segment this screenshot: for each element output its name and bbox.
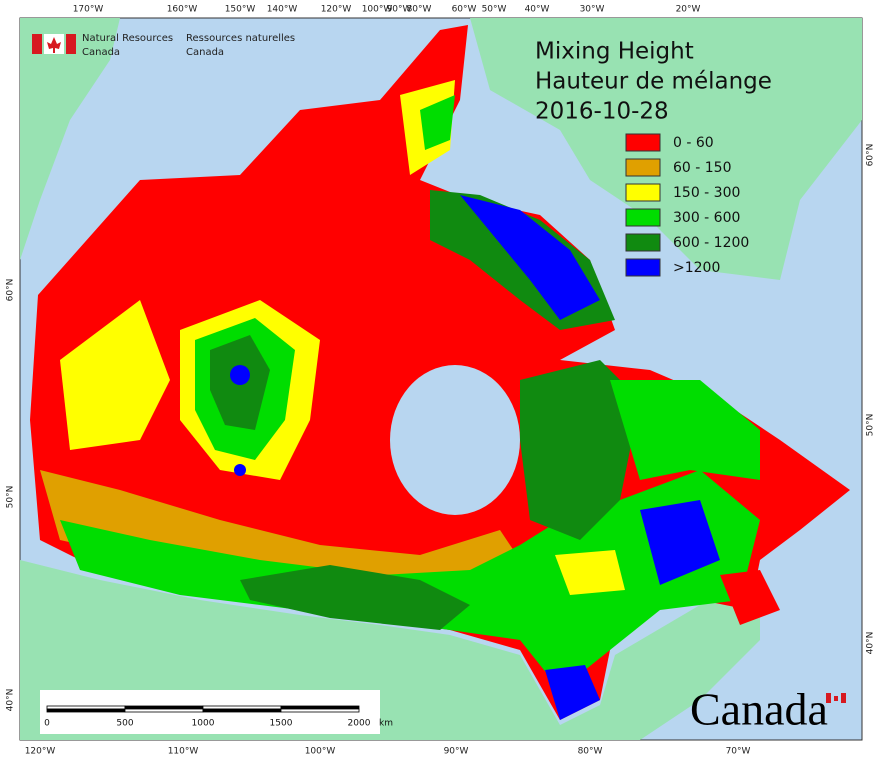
greenland <box>470 18 862 280</box>
scale-segment <box>124 705 204 710</box>
longitude-label: 30°W <box>580 5 605 15</box>
legend-label: 600 - 1200 <box>673 235 749 251</box>
region-yellow-ontario <box>555 550 625 595</box>
scale-segment <box>124 708 204 713</box>
latitude-label: 50°N <box>6 486 16 509</box>
legend-label: >1200 <box>673 260 720 276</box>
scale-segment <box>202 708 282 713</box>
legend-swatch <box>625 258 661 277</box>
legend-swatch <box>625 183 661 202</box>
legend-label: 300 - 600 <box>673 210 740 226</box>
scale-label: 1500 <box>270 719 293 729</box>
longitude-label: 60°W <box>452 5 477 15</box>
scale-segment <box>280 708 360 713</box>
longitude-label: 90°W <box>387 5 412 15</box>
region-blue-stlawrence <box>640 500 720 585</box>
region-blue-dot <box>230 365 250 385</box>
longitude-label: 80°W <box>407 5 432 15</box>
region-darkgreen-quebec <box>520 360 640 540</box>
scale-segment <box>280 705 360 710</box>
flag-bar <box>826 693 831 703</box>
longitude-label: 120°W <box>321 5 352 15</box>
longitude-label: 40°W <box>525 5 550 15</box>
longitude-label: 90°W <box>444 747 469 757</box>
latitude-label: 40°N <box>6 689 16 712</box>
department-name-en: Natural Resources <box>82 33 173 44</box>
canada-wordmark: Canada <box>690 684 828 735</box>
scale-label: 1000 <box>192 719 215 729</box>
longitude-label: 160°W <box>167 5 198 15</box>
alaska-east-siberia <box>20 18 120 260</box>
hudson-bay <box>390 365 520 515</box>
longitude-label: 50°W <box>482 5 507 15</box>
longitude-label: 100°W <box>362 5 393 15</box>
latitude-label: 60°N <box>866 144 876 167</box>
maple-leaf <box>834 696 838 701</box>
scale-label: 0 <box>44 719 50 729</box>
mixing-height-field <box>30 25 850 720</box>
map-title: Hauteur de mélange <box>535 69 772 95</box>
scale-segment <box>46 708 126 713</box>
latitude-label: 40°N <box>866 632 876 655</box>
map-title: 2016-10-28 <box>535 99 669 125</box>
region-blue-dot <box>234 464 246 476</box>
longitude-label: 170°W <box>73 5 104 15</box>
longitude-label: 20°W <box>676 5 701 15</box>
latitude-label: 60°N <box>6 279 16 302</box>
longitude-label: 70°W <box>726 747 751 757</box>
department-name-fr: Canada <box>186 47 224 58</box>
department-name-en: Canada <box>82 47 120 58</box>
legend-swatch <box>625 133 661 152</box>
region-green-arctic <box>420 95 455 150</box>
longitude-label: 110°W <box>168 747 199 757</box>
legend-swatch <box>625 158 661 177</box>
legend-swatch <box>625 208 661 227</box>
maple-leaf <box>47 37 61 53</box>
department-name-fr: Ressources naturelles <box>186 33 295 44</box>
legend-label: 150 - 300 <box>673 185 740 201</box>
region-darkgreen-south <box>240 565 470 630</box>
flag-bar <box>66 34 76 54</box>
scale-bar: 0 500 1000 1500 2000 km <box>40 690 393 734</box>
longitude-label: 150°W <box>225 5 256 15</box>
legend-label: 0 - 60 <box>673 135 714 151</box>
latitude-label: 50°N <box>866 414 876 437</box>
scale-segment <box>202 705 282 710</box>
longitude-label: 140°W <box>267 5 298 15</box>
scale-label: 2000 <box>348 719 371 729</box>
region-yellow-west <box>60 300 170 450</box>
nrcan-signature <box>32 34 76 54</box>
legend-label: 60 - 150 <box>673 160 732 176</box>
map-title: Mixing Height <box>535 39 694 65</box>
region-green-labrador <box>610 380 760 480</box>
region-blue-ontario <box>545 665 600 720</box>
region-blue-baffin <box>460 195 600 320</box>
longitude-label: 100°W <box>305 747 336 757</box>
region-red-maritimes <box>720 570 780 625</box>
scale-segment <box>46 705 126 710</box>
legend-swatch <box>625 233 661 252</box>
longitude-label: 120°W <box>25 747 56 757</box>
scale-label: 500 <box>116 719 133 729</box>
scale-unit: km <box>379 719 393 729</box>
wordmark: Canada <box>690 684 846 735</box>
flag-bar <box>841 693 846 703</box>
longitude-label: 80°W <box>578 747 603 757</box>
flag-bar <box>32 34 42 54</box>
